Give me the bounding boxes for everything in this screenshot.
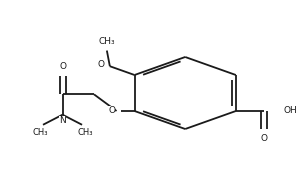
Text: CH₃: CH₃ bbox=[98, 37, 115, 46]
Text: O: O bbox=[59, 62, 66, 71]
Text: O: O bbox=[261, 134, 268, 143]
Text: CH₃: CH₃ bbox=[32, 128, 48, 137]
Text: O: O bbox=[108, 107, 115, 116]
Text: OH: OH bbox=[284, 106, 297, 115]
Text: O: O bbox=[98, 60, 104, 69]
Text: N: N bbox=[59, 116, 66, 125]
Text: CH₃: CH₃ bbox=[77, 128, 93, 137]
